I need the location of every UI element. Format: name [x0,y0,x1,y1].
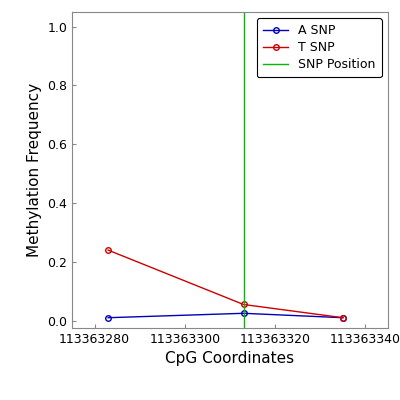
T SNP [340,315,345,320]
Line: T SNP: T SNP [105,247,346,320]
Legend: A SNP, T SNP, SNP Position: A SNP, T SNP, SNP Position [257,18,382,77]
A SNP [106,315,110,320]
Line: A SNP: A SNP [105,310,346,320]
X-axis label: CpG Coordinates: CpG Coordinates [166,352,294,366]
Y-axis label: Methylation Frequency: Methylation Frequency [26,83,42,257]
T SNP [106,248,110,252]
A SNP [241,311,246,316]
A SNP [340,315,345,320]
T SNP [241,302,246,307]
